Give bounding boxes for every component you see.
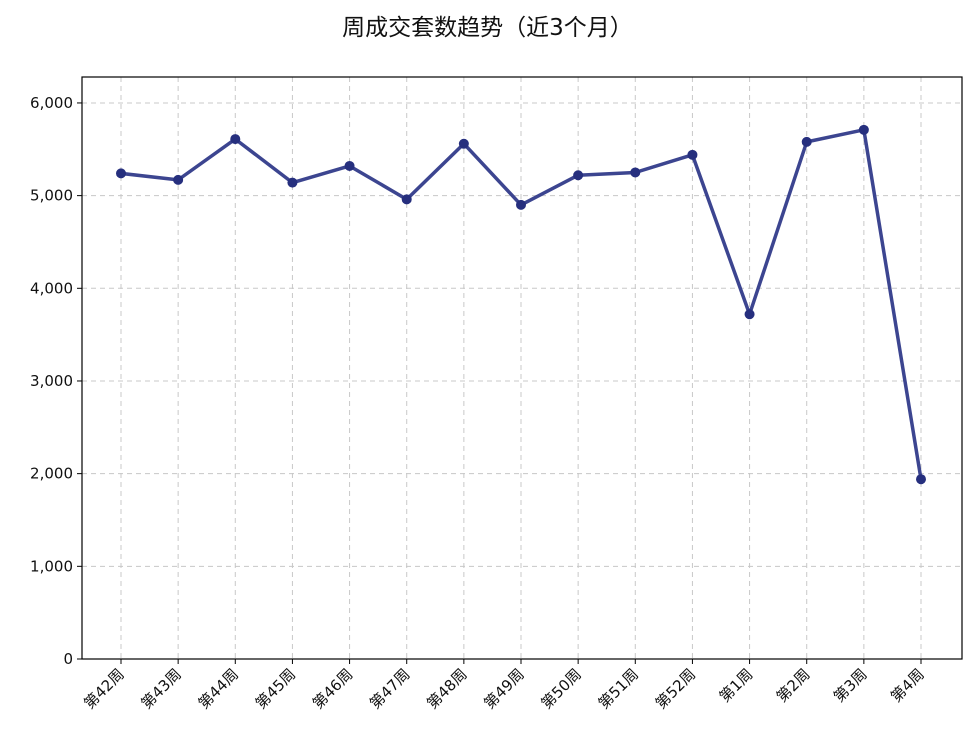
data-point <box>401 194 412 205</box>
data-point <box>858 124 869 135</box>
data-point <box>458 138 469 149</box>
data-point <box>916 474 926 485</box>
y-tick-label: 6,000 <box>30 94 73 112</box>
y-tick-label: 3,000 <box>30 372 73 390</box>
chart-title: 周成交套数趋势（近3个月） <box>342 15 633 41</box>
y-tick-label: 2,000 <box>30 465 73 483</box>
x-tick-label: 第47周 <box>366 665 413 712</box>
data-point <box>344 160 355 171</box>
x-tick-label: 第45周 <box>252 665 299 712</box>
y-tick-label: 4,000 <box>30 279 73 297</box>
data-point <box>516 199 526 210</box>
x-tick-label: 第49周 <box>480 665 527 712</box>
x-tick-label: 第50周 <box>538 665 585 712</box>
x-tick-label: 第43周 <box>138 665 185 712</box>
x-tick-label: 第52周 <box>652 665 699 712</box>
grid-layer <box>82 77 962 659</box>
x-tick-label: 第46周 <box>309 665 356 712</box>
data-point <box>116 168 126 179</box>
x-tick-label: 第44周 <box>195 665 242 712</box>
series-layer <box>116 124 926 485</box>
x-tick-label: 第51周 <box>595 665 642 712</box>
y-tick-label: 1,000 <box>30 557 73 575</box>
plot-frame <box>81 76 963 660</box>
data-point <box>801 136 812 147</box>
x-tick-label: 第2周 <box>773 665 814 706</box>
x-tick-label: 第48周 <box>423 665 470 712</box>
x-tick-label: 第1周 <box>716 665 757 706</box>
data-point <box>687 149 698 160</box>
y-tick-label: 5,000 <box>30 187 73 205</box>
x-tick-label: 第3周 <box>830 665 871 706</box>
data-point <box>287 177 298 188</box>
x-tick-label: 第42周 <box>80 665 127 712</box>
data-point <box>230 134 241 145</box>
y-tick-label: 0 <box>63 650 73 668</box>
data-point <box>630 167 641 178</box>
data-point <box>573 170 584 181</box>
x-tick-label: 第4周 <box>887 665 928 706</box>
data-point <box>173 174 184 185</box>
data-point <box>744 309 755 320</box>
